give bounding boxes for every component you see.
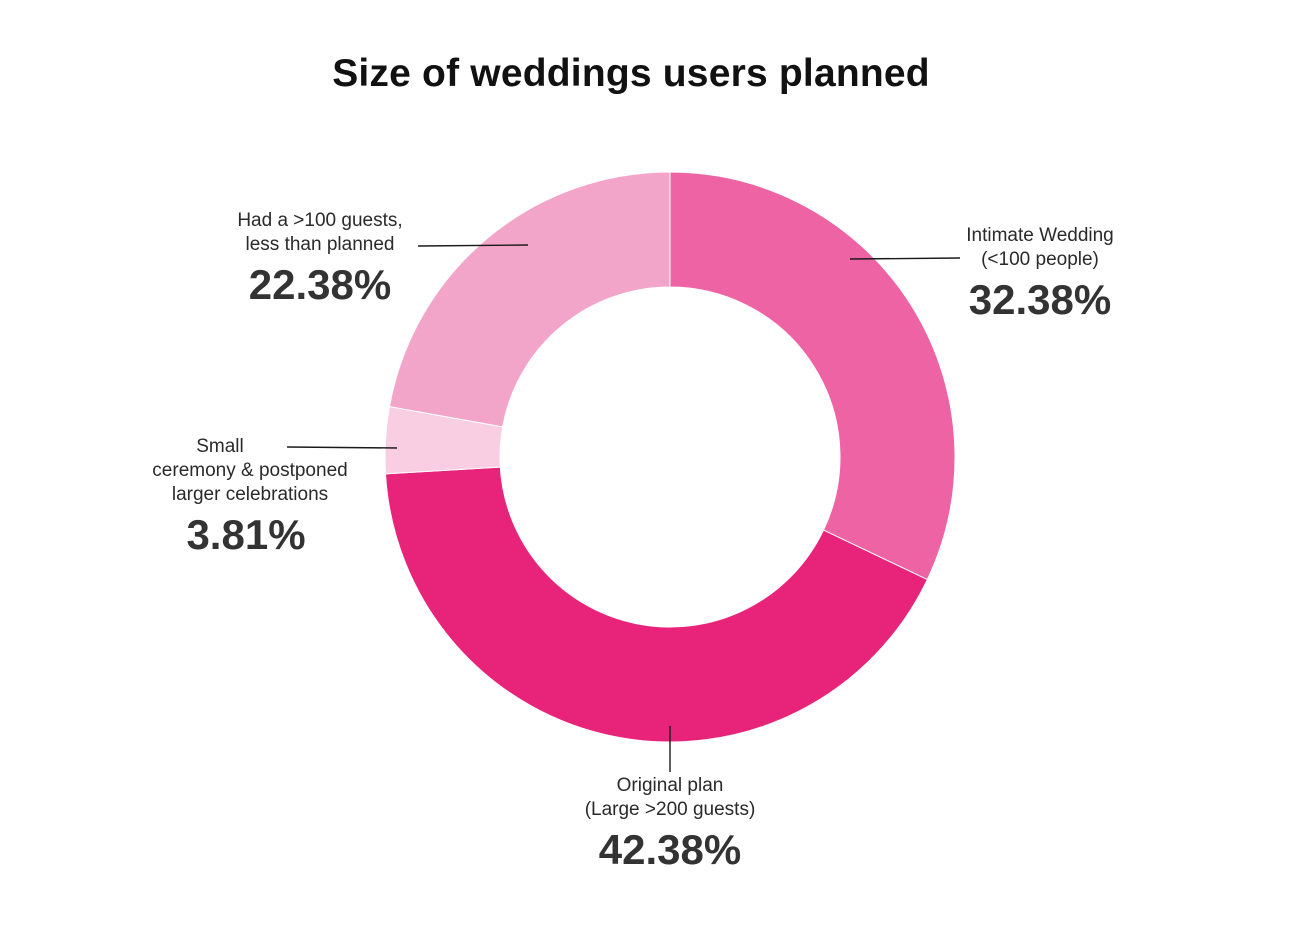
slice-label-line: Had a >100 guests, (237, 210, 403, 231)
slice-value-label: 32.38% (968, 276, 1112, 323)
slice-value-label: 22.38% (248, 261, 392, 308)
slice-label-line: larger celebrations (171, 484, 329, 505)
slice-label-original-plan: Original plan (Large >200 guests) 42.38% (560, 774, 780, 874)
slice-label-line: Original plan (616, 775, 724, 796)
donut-slice-intimate-wedding (669, 171, 956, 581)
slice-label-line: Intimate Wedding (966, 225, 1114, 246)
slice-label-line: ceremony & postponed (152, 460, 348, 481)
chart-title: Size of weddings users planned (332, 52, 930, 95)
slice-label-intimate-wedding: Intimate Wedding (<100 people) 32.38% (955, 224, 1125, 324)
slice-value-label: 3.81% (186, 511, 306, 558)
slice-value-label: 42.38% (598, 826, 742, 873)
slice-label-line: (<100 people) (981, 249, 1099, 270)
slice-label-line: less than planned (245, 234, 395, 255)
donut-slice-original-plan (384, 466, 928, 743)
slice-label-less-than-planned: Had a >100 guests, less than planned 22.… (210, 209, 430, 309)
slice-label-line: (Large >200 guests) (584, 799, 756, 820)
leader-line (286, 446, 398, 449)
slice-label-line: Small (196, 436, 244, 457)
leader-line (417, 244, 529, 247)
slice-label-small-ceremony: Small ceremony & postponed larger celebr… (130, 435, 370, 559)
donut-slice-less-than-planned (388, 171, 671, 428)
leader-line (849, 257, 961, 260)
